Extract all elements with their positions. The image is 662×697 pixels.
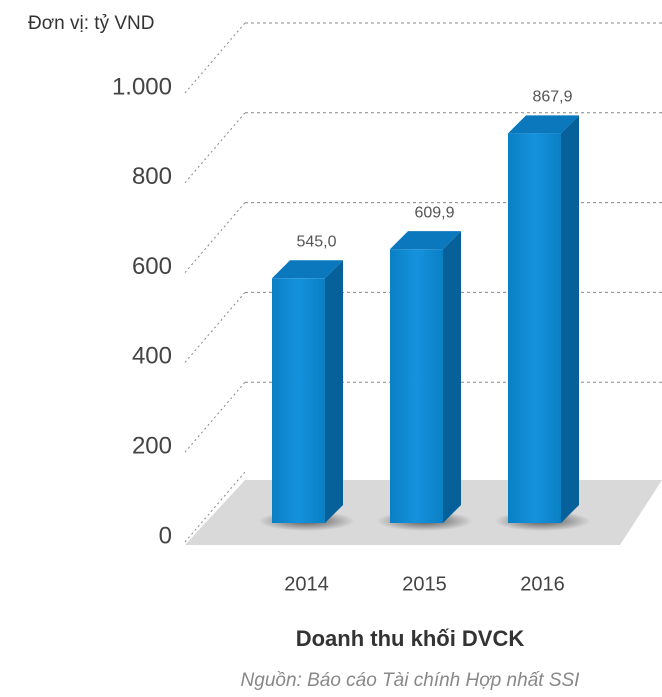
x-tick-label: 2014	[284, 573, 329, 595]
source: Nguồn: Báo cáo Tài chính Hợp nhất SSI	[241, 670, 581, 691]
bar	[390, 249, 443, 523]
y-tick-label: 200	[132, 433, 172, 460]
value-label: 867,9	[532, 89, 572, 106]
y-tick-label: 400	[132, 343, 172, 370]
x-tick-label: 2016	[520, 573, 565, 595]
bar-top	[390, 231, 461, 250]
value-label: 545,0	[296, 234, 336, 251]
tick-mark	[184, 471, 246, 543]
chart-title: Doanh thu khối DVCK	[296, 626, 525, 651]
bar-side	[325, 260, 343, 523]
tick-mark	[184, 292, 246, 363]
y-tick-label: 800	[132, 163, 172, 190]
x-tick-label: 2015	[402, 573, 447, 595]
tick-mark	[184, 381, 246, 453]
bar-side	[561, 115, 579, 523]
value-label: 609,9	[414, 204, 454, 221]
y-tick-label: 1.000	[112, 73, 172, 100]
bar	[272, 278, 325, 523]
bar-top	[272, 260, 343, 279]
tick-mark	[184, 22, 246, 94]
y-tick-label: 0	[159, 522, 172, 549]
bar-side	[443, 231, 461, 523]
tick-mark	[184, 202, 246, 273]
y-tick-label: 600	[132, 253, 172, 280]
tick-mark	[184, 112, 246, 184]
bar	[508, 133, 561, 523]
unit-label: Đơn vị: tỷ VND	[28, 13, 154, 34]
bar-top	[508, 115, 579, 134]
